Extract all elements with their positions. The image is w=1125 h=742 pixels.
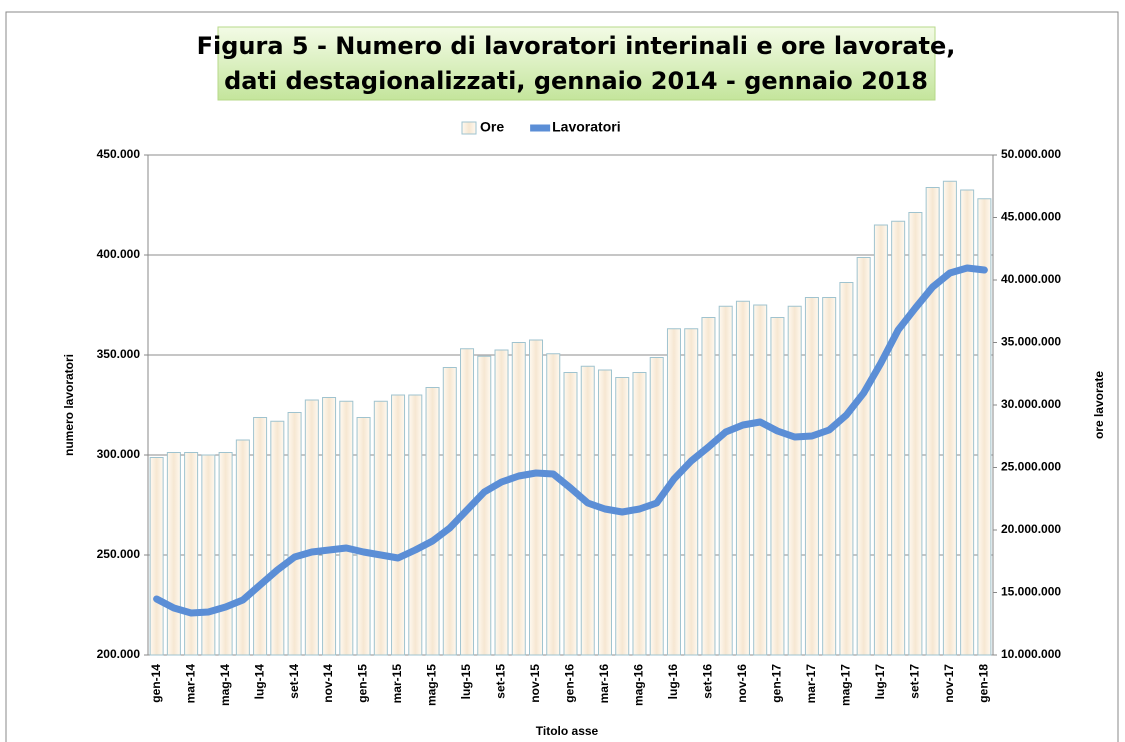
x-tick-label: mar-17 (804, 664, 818, 704)
chart-title: dati destagionalizzati, gennaio 2014 - g… (224, 67, 928, 95)
bar (701, 317, 716, 656)
y2-tick-label: 45.000.000 (1001, 210, 1061, 224)
x-tick-label: lug-16 (666, 664, 680, 700)
bar (632, 372, 647, 656)
y2-tick-label: 30.000.000 (1001, 397, 1061, 411)
y2-tick-label: 20.000.000 (1001, 522, 1061, 536)
bar (580, 365, 595, 656)
bar (615, 377, 630, 656)
x-tick-label: mag-15 (425, 664, 439, 706)
x-tick-label: mar-15 (390, 664, 404, 704)
bar (529, 339, 544, 656)
bar (477, 355, 492, 656)
y-axis-label: numero lavoratori (62, 354, 76, 456)
y2-axis-label: ore lavorate (1092, 371, 1106, 439)
bar (977, 198, 992, 656)
x-tick-label: set-17 (908, 664, 922, 699)
bar (770, 317, 785, 656)
y-tick-label: 350.000 (97, 347, 141, 361)
x-tick-label: gen-14 (149, 664, 163, 703)
x-tick-label: mag-14 (218, 664, 232, 706)
bar (546, 353, 561, 656)
x-tick-label: set-14 (287, 664, 301, 699)
x-tick-label: gen-16 (563, 664, 577, 703)
x-tick-label: lug-14 (252, 664, 266, 700)
bar (356, 417, 371, 656)
bar (908, 212, 923, 656)
x-tick-label: nov-14 (321, 664, 335, 703)
bar (218, 452, 233, 656)
bar (666, 328, 681, 656)
x-tick-label: gen-15 (356, 664, 370, 703)
bar (442, 367, 457, 656)
chart-title: Figura 5 - Numero di lavoratori interina… (197, 32, 956, 60)
y2-tick-label: 40.000.000 (1001, 272, 1061, 286)
bar (804, 297, 819, 656)
line (153, 264, 988, 617)
bar (822, 297, 837, 656)
bar (942, 180, 957, 656)
bar (270, 420, 285, 656)
y-tick-label: 200.000 (97, 647, 141, 661)
x-tick-label: nov-15 (528, 664, 542, 703)
x-tick-label: lug-15 (459, 664, 473, 700)
x-tick-label: mag-17 (839, 664, 853, 706)
x-tick-label: gen-17 (770, 664, 784, 703)
x-tick-label: mar-16 (597, 664, 611, 704)
bar (391, 394, 406, 656)
bar (304, 399, 319, 656)
bar (511, 342, 526, 656)
bar (184, 452, 199, 656)
x-tick-label: mag-16 (632, 664, 646, 706)
bar (787, 305, 802, 656)
title-box (217, 26, 936, 101)
y2-tick-label: 15.000.000 (1001, 585, 1061, 599)
bar (408, 394, 423, 656)
bar (322, 397, 337, 656)
bar (287, 412, 302, 656)
bar (891, 220, 906, 656)
bar (166, 452, 181, 656)
bar (339, 400, 354, 656)
x-tick-label: nov-16 (735, 664, 749, 703)
y-tick-label: 400.000 (97, 247, 141, 261)
bar (718, 305, 733, 656)
bar (839, 282, 854, 656)
x-tick-label: lug-17 (873, 664, 887, 700)
y2-tick-label: 10.000.000 (1001, 647, 1061, 661)
legend-label: Ore (480, 119, 504, 135)
bar (235, 439, 250, 656)
y2-tick-label: 25.000.000 (1001, 460, 1061, 474)
x-tick-label: mar-14 (183, 664, 197, 704)
y2-tick-label: 50.000.000 (1001, 147, 1061, 161)
bar (684, 328, 699, 656)
y-tick-label: 300.000 (97, 447, 141, 461)
bar (873, 224, 888, 656)
bar (373, 400, 388, 656)
bar (201, 454, 216, 656)
x-tick-label: nov-17 (942, 664, 956, 703)
x-tick-label: set-16 (701, 664, 715, 699)
bar (253, 417, 268, 656)
legend-swatch (461, 121, 477, 135)
x-tick-label: set-15 (494, 664, 508, 699)
legend-label: Lavoratori (552, 119, 620, 135)
x-tick-label: gen-18 (977, 664, 991, 703)
x-axis-label: Titolo asse (536, 724, 599, 738)
bar (149, 457, 164, 656)
y-tick-label: 250.000 (97, 547, 141, 561)
bar (925, 187, 940, 656)
bar (856, 257, 871, 656)
y2-tick-label: 35.000.000 (1001, 335, 1061, 349)
bar (753, 304, 768, 656)
bar (735, 300, 750, 656)
bar (425, 387, 440, 656)
bar (960, 189, 975, 656)
bar (563, 372, 578, 656)
y-tick-label: 450.000 (97, 147, 141, 161)
bar (494, 349, 509, 656)
